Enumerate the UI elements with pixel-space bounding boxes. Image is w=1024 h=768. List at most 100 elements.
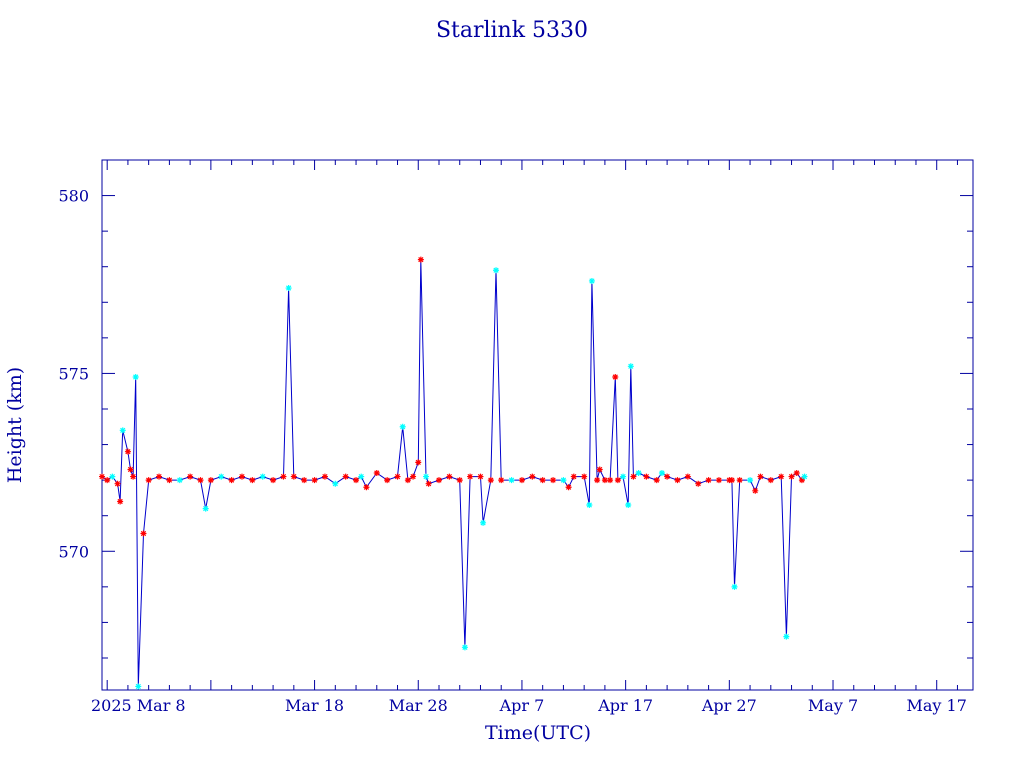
data-point: [166, 477, 173, 484]
data-point: [487, 477, 494, 484]
height-series-line: [101, 259, 805, 687]
data-point: [446, 473, 453, 480]
data-point: [238, 473, 245, 480]
data-point: [767, 477, 774, 484]
data-point: [539, 477, 546, 484]
data-point: [127, 466, 134, 473]
data-point: [614, 477, 621, 484]
data-point: [394, 473, 401, 480]
data-point: [435, 477, 442, 484]
data-point: [290, 473, 297, 480]
data-point: [715, 477, 722, 484]
data-point: [747, 477, 754, 484]
data-point: [404, 477, 411, 484]
data-point: [109, 473, 116, 480]
axis-tick-labels: 2025 Mar 8 Mar 18 Mar 28 Apr 7 Apr 17 Apr 27 M…: [58, 187, 966, 715]
data-point: [467, 473, 474, 480]
data-point: [586, 502, 593, 509]
x-tick-label: Apr 7: [499, 696, 545, 715]
data-point: [332, 480, 339, 487]
data-point: [783, 633, 790, 640]
data-point: [425, 480, 432, 487]
data-point: [550, 477, 557, 484]
data-point: [705, 477, 712, 484]
data-point: [114, 480, 121, 487]
data-point: [176, 477, 183, 484]
data-point: [581, 473, 588, 480]
x-tick-label: May 7: [808, 696, 858, 715]
x-tick-label: Mar 18: [285, 696, 344, 715]
data-point: [384, 477, 391, 484]
data-point: [612, 373, 619, 380]
data-point: [358, 473, 365, 480]
data-point: [285, 285, 292, 292]
data-point: [145, 477, 152, 484]
data-point: [529, 473, 536, 480]
data-point: [620, 473, 627, 480]
data-point: [570, 473, 577, 480]
x-tick-label: Apr 17: [597, 696, 653, 715]
data-point: [259, 473, 266, 480]
data-point: [801, 473, 808, 480]
y-tick-label: 575: [58, 364, 89, 383]
data-point: [508, 477, 515, 484]
data-point: [798, 477, 805, 484]
y-axis-title: Height (km): [4, 367, 26, 483]
data-point: [601, 477, 608, 484]
data-point: [643, 473, 650, 480]
data-point: [588, 277, 595, 284]
data-point: [228, 477, 235, 484]
data-point: [399, 423, 406, 430]
y-tick-label: 570: [58, 542, 89, 561]
data-point: [270, 477, 277, 484]
data-point: [132, 373, 139, 380]
data-point: [135, 683, 142, 690]
data-point: [461, 644, 468, 651]
data-point: [124, 448, 131, 455]
data-point: [695, 480, 702, 487]
data-point: [788, 473, 795, 480]
data-point: [493, 267, 500, 274]
data-point: [342, 473, 349, 480]
data-point-markers: [99, 256, 808, 690]
data-point: [140, 530, 147, 537]
data-point: [249, 477, 256, 484]
plot-frame: [101, 159, 974, 691]
data-point: [117, 498, 124, 505]
data-point: [607, 477, 614, 484]
x-tick-label: May 17: [907, 696, 967, 715]
data-point: [218, 473, 225, 480]
data-point: [456, 477, 463, 484]
x-tick-label: Mar 28: [389, 696, 448, 715]
data-point: [99, 473, 105, 480]
data-point: [417, 256, 424, 263]
data-point: [498, 477, 505, 484]
data-point: [635, 470, 642, 477]
data-point: [156, 473, 163, 480]
data-point: [130, 473, 137, 480]
data-point: [202, 505, 209, 512]
data-point: [684, 473, 691, 480]
data-point: [594, 477, 601, 484]
data-point: [596, 466, 603, 473]
data-point: [423, 473, 430, 480]
data-point: [674, 477, 681, 484]
data-point: [736, 477, 743, 484]
data-point: [752, 487, 759, 494]
data-point: [630, 473, 637, 480]
axis-ticks: [102, 159, 973, 690]
data-point: [627, 363, 634, 370]
y-tick-label: 580: [58, 187, 89, 206]
data-point: [311, 477, 318, 484]
data-point: [793, 470, 800, 477]
data-point: [664, 473, 671, 480]
data-point: [207, 477, 214, 484]
data-point: [280, 473, 287, 480]
chart-title: Starlink 5330: [436, 18, 588, 43]
x-tick-label: Apr 27: [701, 696, 757, 715]
data-point: [757, 473, 764, 480]
data-point: [731, 583, 738, 590]
data-point: [653, 477, 660, 484]
data-point: [187, 473, 194, 480]
